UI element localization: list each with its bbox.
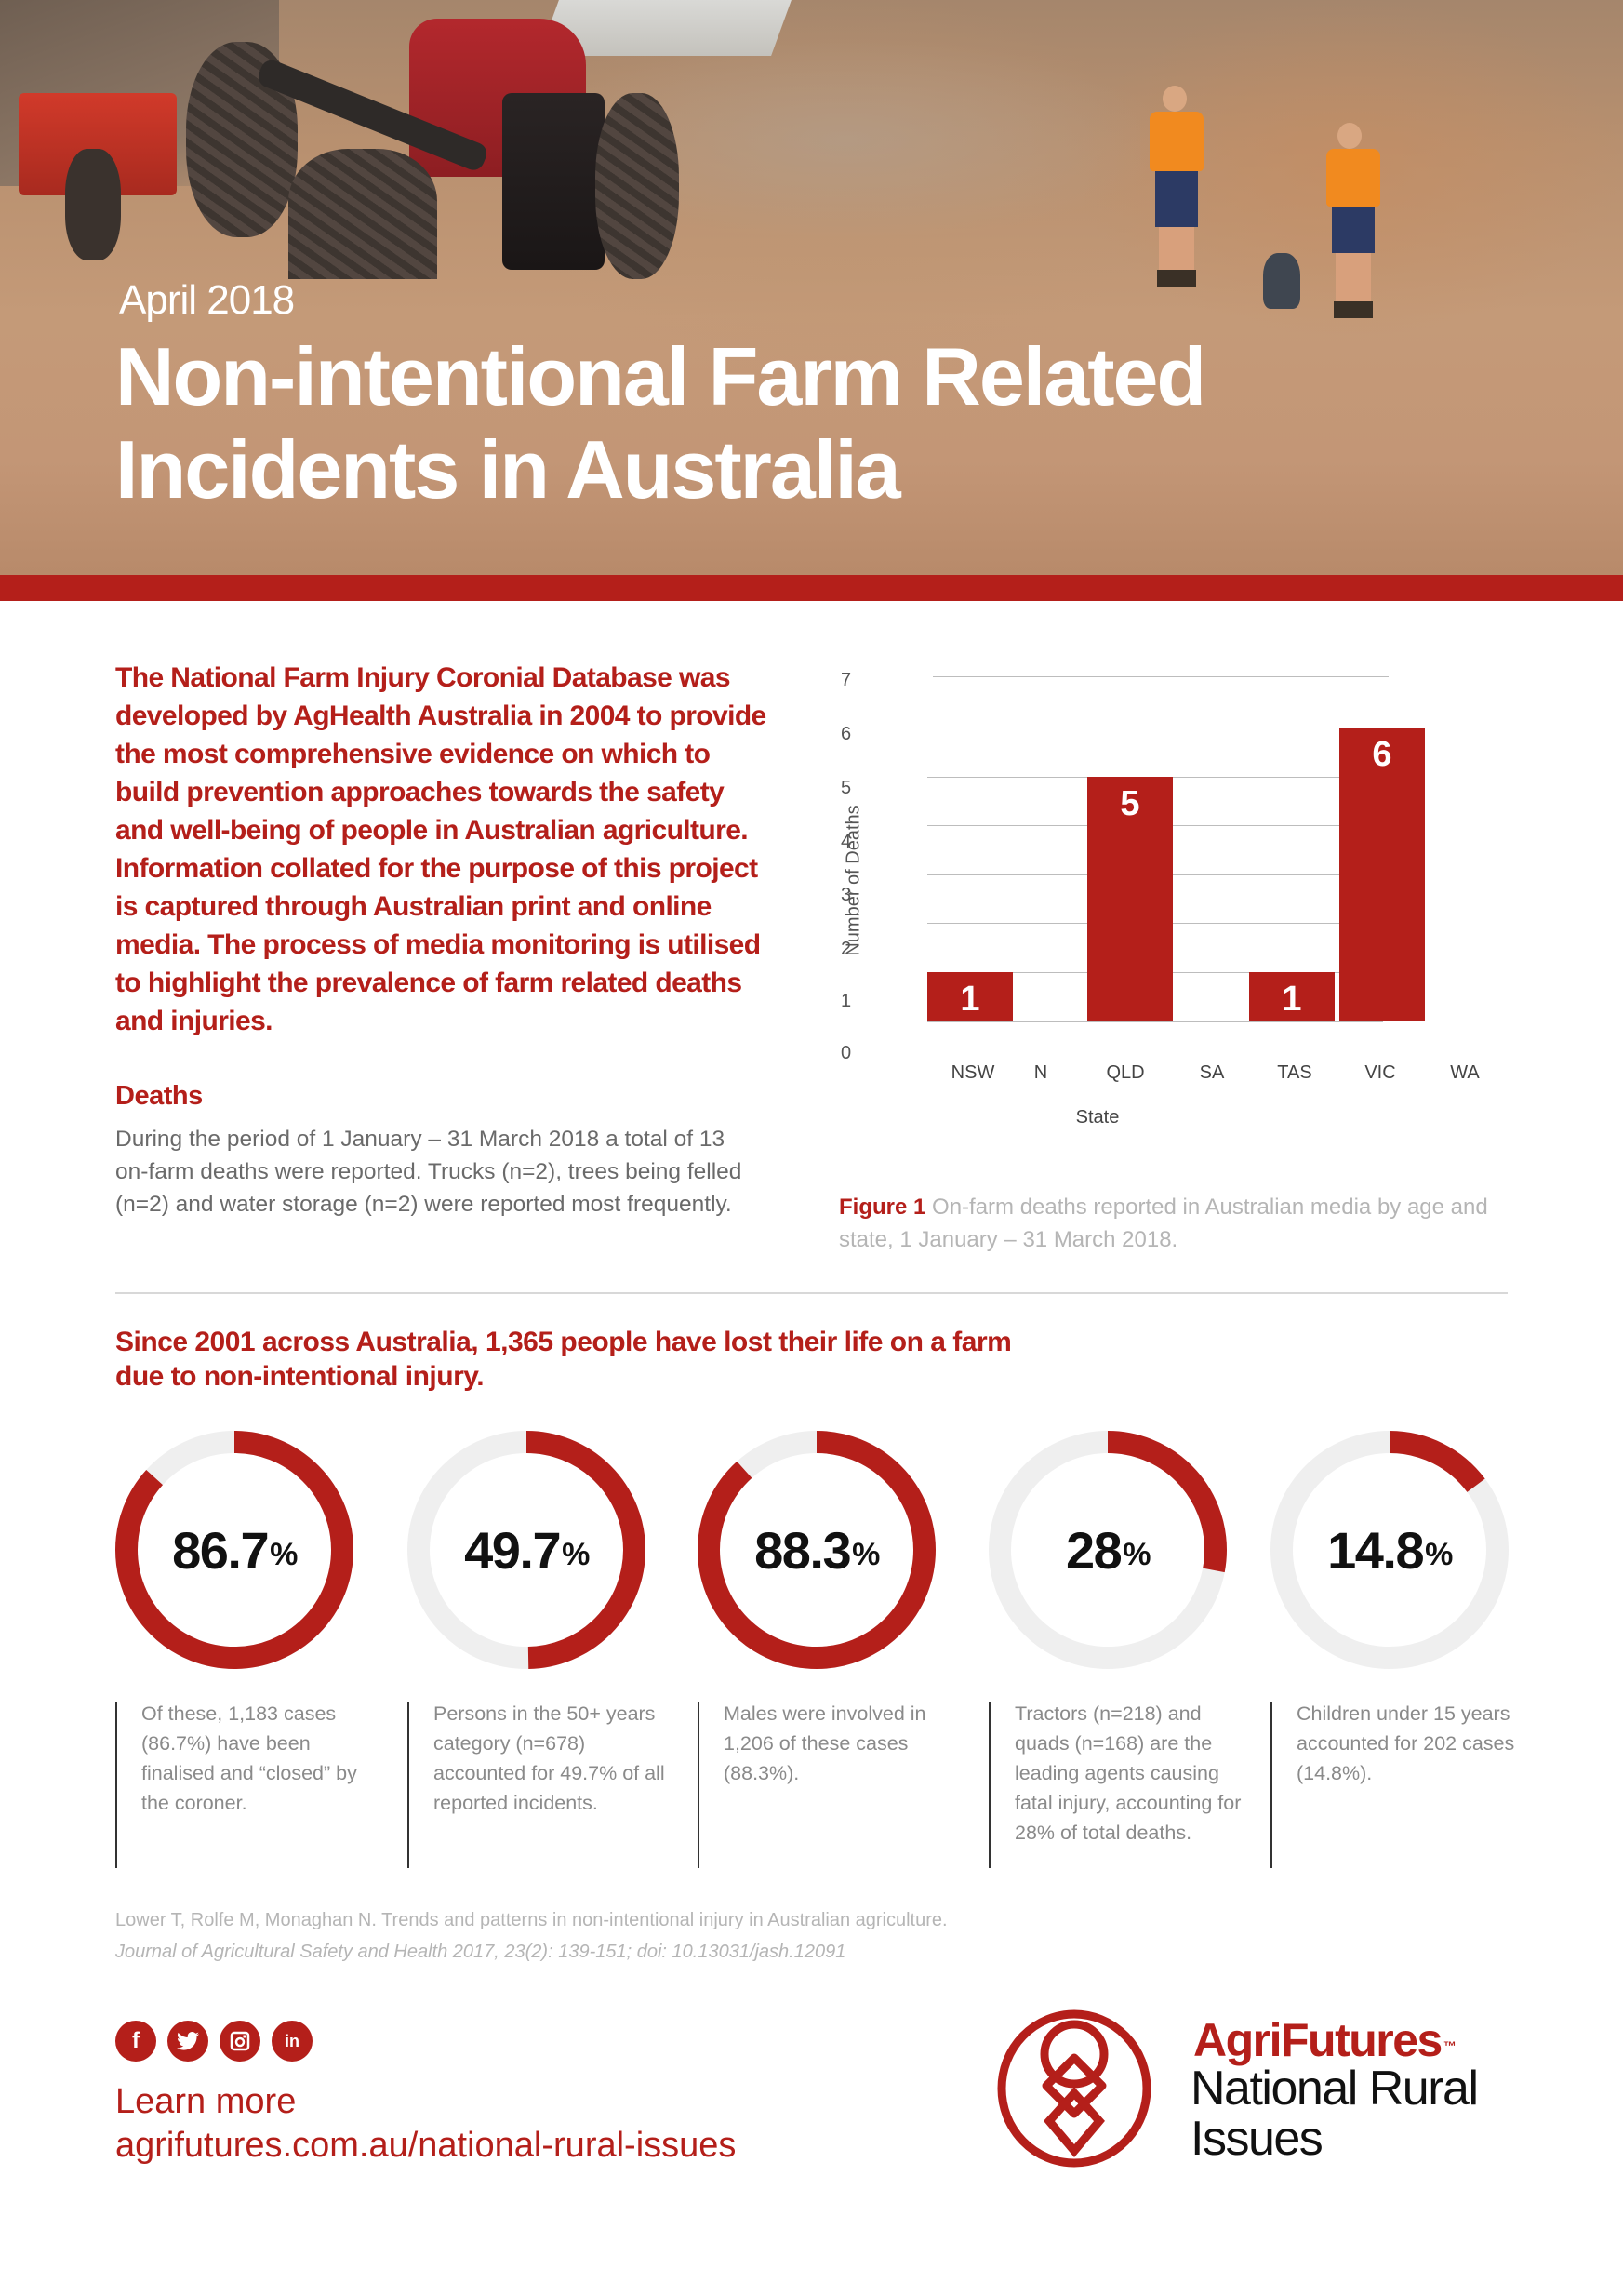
deaths-paragraph: During the period of 1 January – 31 Marc… (115, 1127, 742, 1217)
x-tick: TAS (1277, 1062, 1312, 1083)
reference-citation: Lower T, Rolfe M, Monaghan N. Trends and… (115, 1904, 1231, 1968)
y-tick: 3 (841, 885, 852, 905)
hero-banner: April 2018 Non-intentional Farm Related … (0, 0, 1623, 575)
stat-card-finalised: 86.7% Of these, 1,183 cases (86.7%) have… (115, 1431, 404, 1877)
website-link[interactable]: agrifutures.com.au/national-rural-issues (115, 2126, 737, 2165)
hero-accent-bar (0, 575, 1623, 601)
social-links: f in (115, 2021, 313, 2062)
donut-chart-14-8 (1270, 1431, 1509, 1669)
twitter-icon[interactable] (167, 2021, 208, 2062)
deaths-heading: Deaths (115, 1081, 203, 1111)
stat-card-tractors-quads: 28% Tractors (n=218) and quads (n=168) a… (989, 1431, 1277, 1877)
y-tick: 4 (841, 832, 852, 852)
stat-rule (407, 1702, 409, 1868)
stat-description: Tractors (n=218) and quads (n=168) are t… (1015, 1702, 1242, 1844)
donut-chart-49-7 (407, 1431, 645, 1669)
bar-qld: 5 (1087, 777, 1173, 1021)
instagram-icon[interactable] (220, 2021, 260, 2062)
stat-value: 28% (1065, 1520, 1151, 1580)
stat-value: 49.7% (464, 1520, 590, 1580)
deaths-by-state-chart: Number of Deaths 0 1 2 3 4 5 6 7 1 5 1 6… (818, 642, 1525, 1144)
donut-chart-88-3 (698, 1431, 936, 1669)
stat-rule (115, 1702, 117, 1868)
hero-photo-dog (1263, 253, 1300, 309)
y-tick: 6 (841, 724, 852, 744)
stat-description: Males were involved in 1,206 of these ca… (724, 1702, 926, 1784)
x-tick: N (1033, 1062, 1048, 1083)
stat-card-age-50-plus: 49.7% Persons in the 50+ years category … (407, 1431, 696, 1877)
section-divider (115, 1292, 1508, 1294)
logo-brand-name: AgriFutures ™ (1193, 2014, 1457, 2066)
figure-label: Figure 1 (839, 1195, 926, 1220)
x-tick: WA (1450, 1062, 1480, 1083)
y-tick: 2 (841, 939, 852, 959)
reference-journal: Journal of Agricultural Safety and Healt… (115, 1942, 846, 1962)
chart-x-axis-label: State (1075, 1107, 1120, 1128)
y-tick: 7 (841, 670, 852, 690)
report-date: April 2018 (119, 277, 295, 323)
bar-tas: 1 (1249, 972, 1335, 1021)
stat-rule (698, 1702, 699, 1868)
reference-authors: Lower T, Rolfe M, Monaghan N. Trends and… (115, 1910, 948, 1930)
stat-rule (1270, 1702, 1272, 1868)
x-tick: NSW (951, 1062, 995, 1083)
page-title-line-1: Non-intentional Farm Related (115, 330, 1206, 422)
stat-rule (989, 1702, 991, 1868)
y-tick: 0 (841, 1043, 852, 1063)
agrifutures-logo-icon (997, 2009, 1151, 2168)
stat-card-children: 14.8% Children under 15 years accounted … (1270, 1431, 1559, 1877)
figure-caption-text: On-farm deaths reported in Australian me… (839, 1195, 1488, 1252)
bar-vic: 6 (1339, 728, 1425, 1021)
stat-value: 86.7% (172, 1520, 298, 1580)
donut-chart-28 (989, 1431, 1227, 1669)
bar-nsw: 1 (927, 972, 1013, 1021)
stat-description: Children under 15 years accounted for 20… (1297, 1702, 1515, 1784)
donut-chart-86-7 (115, 1431, 353, 1669)
stat-card-males: 88.3% Males were involved in 1,206 of th… (698, 1431, 986, 1877)
hero-photo-tractor (0, 0, 707, 279)
figure-caption: Figure 1 On-farm deaths reported in Aust… (839, 1191, 1490, 1256)
intro-paragraph: The National Farm Injury Coronial Databa… (115, 662, 766, 1036)
gridline (933, 676, 1389, 677)
x-tick: SA (1199, 1062, 1225, 1083)
x-tick: VIC (1364, 1062, 1396, 1083)
stat-description: Persons in the 50+ years category (n=678… (433, 1702, 665, 1814)
gridline (927, 1021, 1383, 1022)
linkedin-icon[interactable]: in (272, 2021, 313, 2062)
y-tick: 1 (841, 991, 852, 1011)
logo-subtitle: National Rural Issues (1191, 2062, 1479, 2166)
facebook-icon[interactable]: f (115, 2021, 156, 2062)
stat-value: 14.8% (1327, 1520, 1453, 1580)
learn-more-label: Learn more (115, 2082, 297, 2121)
y-tick: 5 (841, 778, 852, 798)
stat-description: Of these, 1,183 cases (86.7%) have been … (141, 1702, 357, 1814)
page-title: Non-intentional Farm Related Incidents i… (115, 330, 1417, 516)
x-tick: QLD (1106, 1062, 1145, 1083)
since-2001-statement: Since 2001 across Australia, 1,365 peopl… (115, 1327, 1012, 1392)
page-title-line-2: Incidents in Australia (115, 423, 901, 515)
stat-value: 88.3% (754, 1520, 880, 1580)
